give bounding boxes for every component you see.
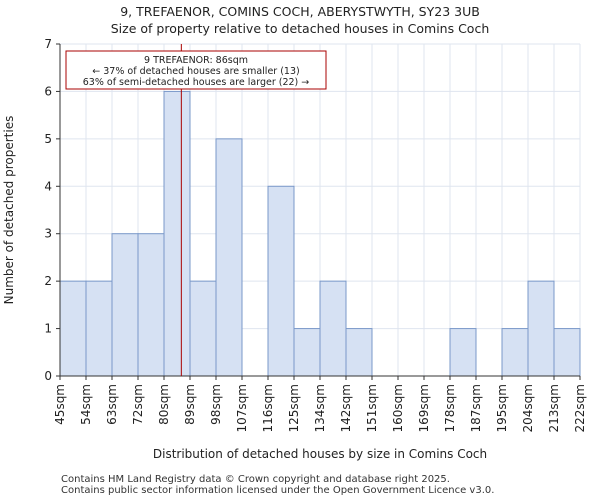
x-tick-label: 160sqm	[391, 384, 405, 432]
x-tick-label: 134sqm	[313, 384, 327, 432]
x-tick-label: 178sqm	[443, 384, 457, 432]
histogram-bar	[449, 328, 477, 377]
x-tick-label: 195sqm	[495, 384, 509, 432]
y-tick-label: 2	[44, 274, 52, 288]
histogram-bar	[111, 233, 139, 377]
x-tick-label: 80sqm	[157, 384, 171, 425]
x-tick-label: 169sqm	[417, 384, 431, 432]
footer-line-2: Contains public sector information licen…	[61, 485, 495, 496]
x-tick-label: 125sqm	[287, 384, 301, 432]
histogram-bar	[553, 328, 581, 377]
y-tick-label: 7	[44, 37, 52, 51]
x-tick-label: 187sqm	[469, 384, 483, 432]
x-tick-label: 142sqm	[339, 384, 353, 432]
histogram-bar	[85, 280, 113, 377]
x-tick-label: 54sqm	[79, 384, 93, 425]
histogram-bar	[59, 280, 87, 377]
annotation-line3: 63% of semi-detached houses are larger (…	[83, 77, 310, 88]
histogram-bar	[345, 328, 373, 377]
y-tick-label: 6	[44, 84, 52, 98]
histogram-bar	[215, 138, 243, 377]
x-tick-label: 116sqm	[261, 384, 275, 432]
chart-subtitle: Size of property relative to detached ho…	[110, 21, 490, 36]
x-tick-label: 222sqm	[573, 384, 587, 432]
histogram-bar	[527, 280, 555, 377]
histogram-bar	[501, 328, 529, 377]
histogram-bar	[319, 280, 347, 377]
histogram-bar	[267, 185, 295, 377]
y-tick-label: 3	[44, 227, 52, 241]
histogram-bar	[163, 90, 191, 377]
histogram-bar	[137, 233, 165, 377]
footer-line-1: Contains HM Land Registry data © Crown c…	[61, 474, 450, 485]
y-tick-label: 0	[44, 369, 52, 383]
x-tick-label: 213sqm	[547, 384, 561, 432]
x-tick-label: 107sqm	[235, 384, 249, 432]
histogram-bar	[189, 280, 217, 377]
chart-title: 9, TREFAENOR, COMINS COCH, ABERYSTWYTH, …	[120, 4, 480, 19]
x-tick-label: 204sqm	[521, 384, 535, 432]
x-tick-label: 89sqm	[183, 384, 197, 425]
x-tick-label: 63sqm	[105, 384, 119, 425]
annotation-box	[65, 50, 327, 90]
y-axis-title: Number of detached properties	[2, 116, 16, 305]
x-tick-label: 151sqm	[365, 384, 379, 432]
y-tick-label: 1	[44, 322, 52, 336]
y-tick-label: 5	[44, 132, 52, 146]
annotation-line1: 9 TREFAENOR: 86sqm	[144, 55, 248, 66]
y-tick-label: 4	[44, 179, 52, 193]
annotation-line2: ← 37% of detached houses are smaller (13…	[92, 66, 299, 77]
histogram-bar	[293, 328, 321, 377]
x-tick-label: 98sqm	[209, 384, 223, 425]
x-tick-label: 45sqm	[53, 384, 67, 425]
x-tick-label: 72sqm	[131, 384, 145, 425]
x-axis-title: Distribution of detached houses by size …	[153, 447, 487, 461]
